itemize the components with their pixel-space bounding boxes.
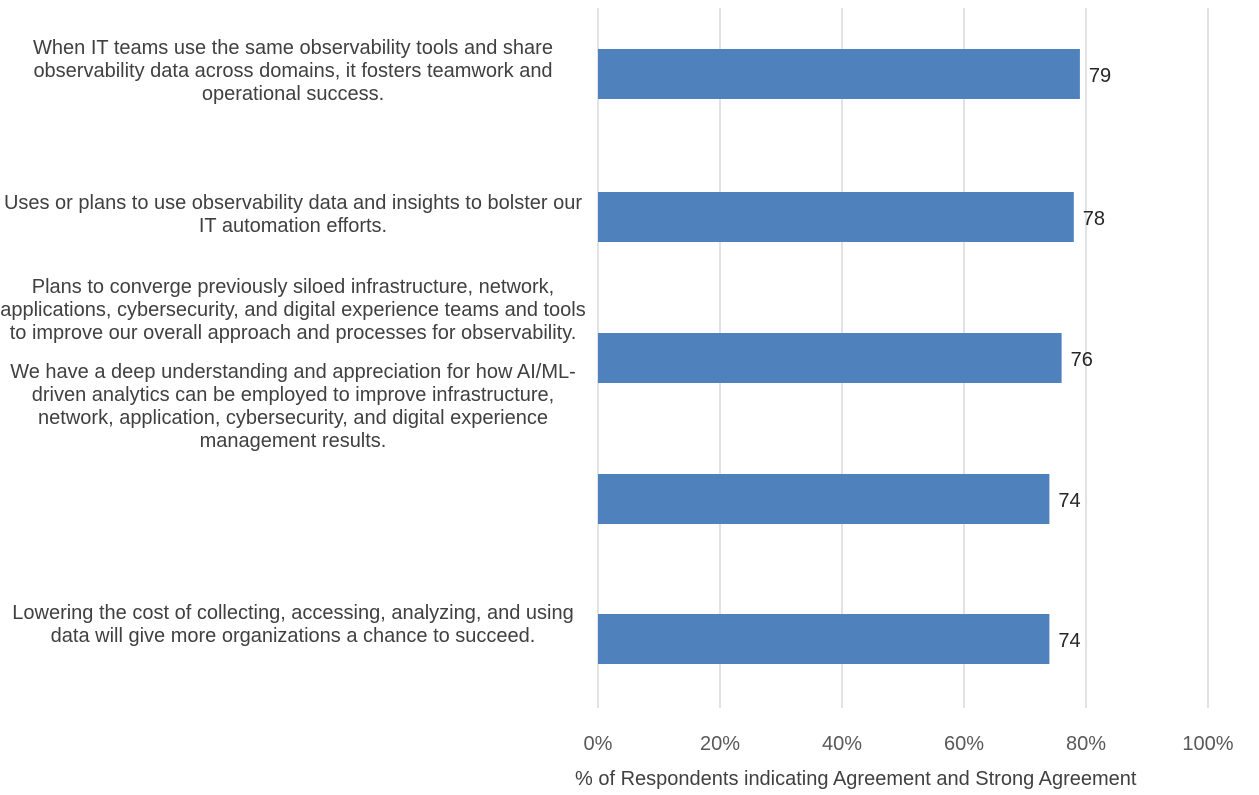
x-tick-label: 60% (944, 733, 984, 755)
category-label: Uses or plans to use observability data … (3, 192, 583, 237)
x-tick-label: 80% (1066, 733, 1106, 755)
bar (598, 614, 1050, 664)
bar (598, 192, 1074, 242)
category-label: When IT teams use the same observability… (33, 37, 553, 105)
data-label: 74 (1058, 490, 1080, 512)
bar (598, 474, 1050, 524)
category-label: Lowering the cost of collecting, accessi… (12, 602, 574, 647)
category-label: Plans to converge previously siloed infr… (0, 276, 586, 344)
data-label: 78 (1083, 208, 1105, 230)
bar (598, 49, 1080, 99)
category-label: We have a deep understanding and appreci… (10, 361, 576, 452)
x-tick-label: 100% (1182, 733, 1233, 755)
data-label: 76 (1071, 349, 1093, 371)
x-tick-label: 40% (822, 733, 862, 755)
x-tick-label: 0% (584, 733, 613, 755)
x-tick-label: 20% (700, 733, 740, 755)
x-axis-title: % of Respondents indicating Agreement an… (575, 768, 1137, 790)
data-label: 79 (1089, 65, 1111, 87)
data-label: 74 (1058, 630, 1080, 652)
bar (598, 333, 1062, 383)
